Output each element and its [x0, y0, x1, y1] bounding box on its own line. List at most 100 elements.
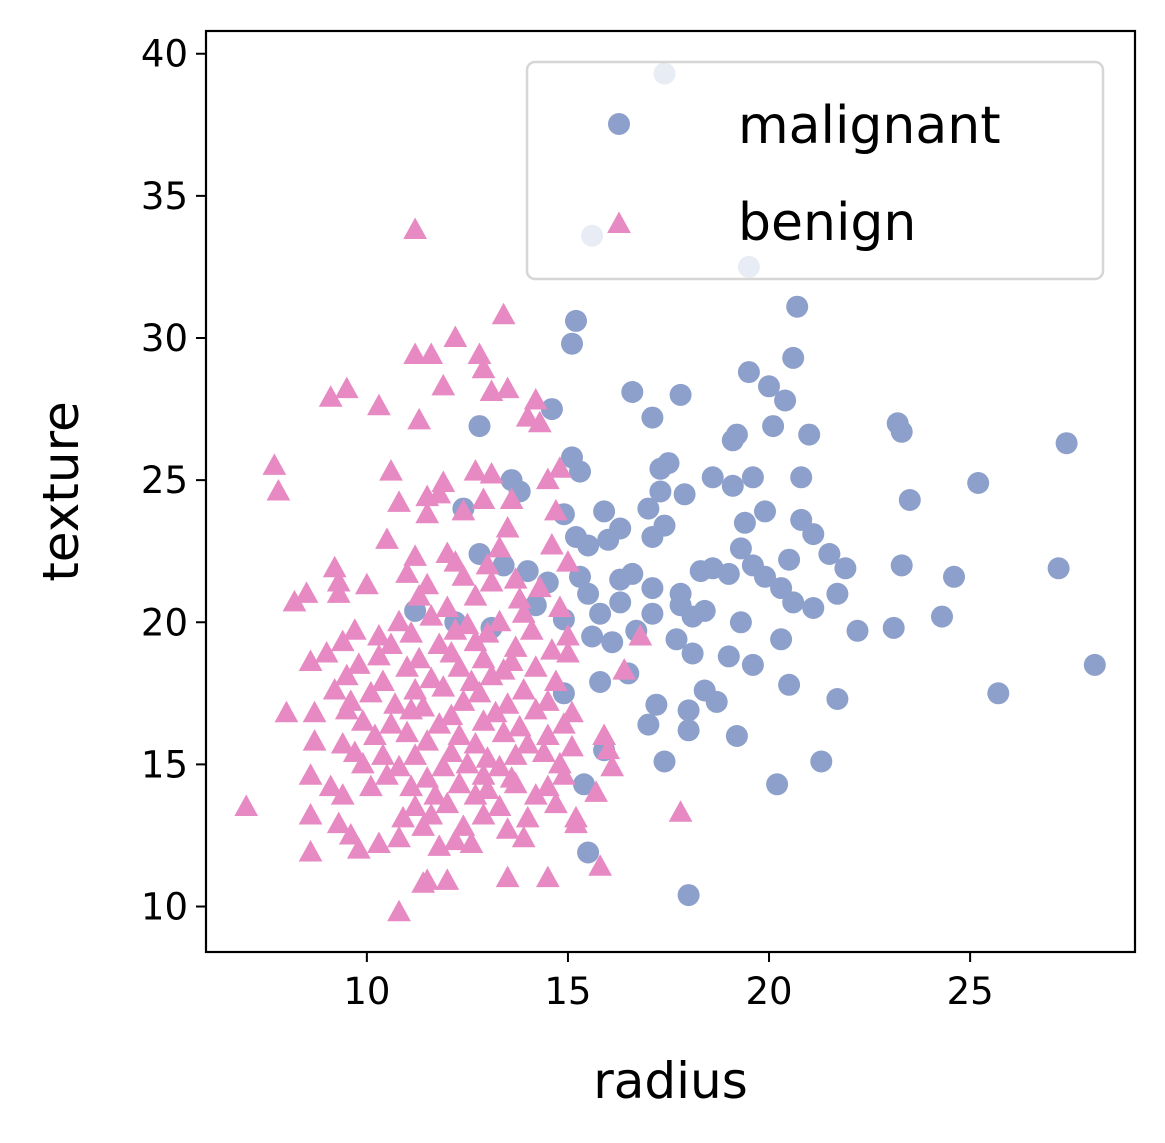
- x-tick-label: 15: [544, 970, 591, 1013]
- benign-point: [439, 740, 464, 763]
- malignant-point: [741, 466, 764, 489]
- malignant-point: [653, 514, 676, 537]
- benign-point: [403, 217, 428, 239]
- malignant-point: [802, 597, 825, 619]
- benign-point: [367, 831, 391, 853]
- benign-point: [451, 814, 476, 836]
- benign-point: [503, 743, 528, 765]
- legend-box: [525, 60, 1105, 281]
- benign-point: [471, 356, 496, 379]
- benign-point: [592, 723, 617, 745]
- malignant-point: [846, 619, 869, 642]
- malignant-point: [754, 500, 776, 523]
- benign-point: [415, 729, 440, 751]
- benign-point: [403, 544, 428, 566]
- malignant-point: [641, 577, 664, 600]
- benign-point: [282, 589, 307, 612]
- benign-point: [564, 811, 588, 834]
- y-tick-label: 15: [141, 743, 188, 786]
- malignant-point: [524, 594, 547, 617]
- benign-point: [475, 777, 500, 799]
- benign-point: [535, 774, 560, 797]
- benign-point: [447, 655, 472, 677]
- benign-point: [491, 658, 516, 680]
- benign-point: [548, 456, 572, 478]
- benign-point: [322, 677, 347, 700]
- benign-point: [483, 700, 508, 723]
- benign-point: [419, 342, 444, 365]
- malignant-point: [593, 500, 616, 523]
- benign-point: [399, 774, 423, 797]
- benign-point: [326, 811, 351, 834]
- malignant-point: [778, 548, 801, 571]
- benign-point: [463, 459, 488, 481]
- benign-point: [584, 780, 608, 802]
- benign-point: [451, 564, 476, 586]
- benign-point: [668, 800, 693, 822]
- benign-point: [411, 871, 436, 893]
- x-tick-label: 20: [745, 970, 792, 1013]
- benign-point: [403, 743, 428, 765]
- benign-point: [499, 487, 524, 510]
- benign-point: [503, 771, 528, 794]
- malignant-point: [645, 693, 668, 716]
- malignant-point: [834, 557, 857, 580]
- benign-point: [330, 629, 355, 652]
- malignant-point: [516, 560, 539, 583]
- malignant-point: [786, 295, 809, 318]
- benign-point: [302, 700, 327, 723]
- benign-point: [588, 854, 612, 876]
- benign-point: [387, 490, 411, 512]
- malignant-point: [758, 375, 780, 398]
- benign-point: [475, 621, 500, 643]
- malignant-point: [725, 725, 748, 747]
- benign-point: [451, 498, 476, 521]
- malignant-point: [589, 671, 612, 693]
- benign-point: [334, 376, 359, 399]
- benign-point: [600, 754, 625, 777]
- malignant-point: [733, 511, 756, 534]
- benign-point: [487, 754, 512, 777]
- benign-point: [439, 703, 464, 726]
- benign-point: [523, 655, 548, 677]
- malignant-point: [882, 616, 905, 639]
- benign-point: [471, 763, 496, 785]
- benign-point: [447, 723, 472, 745]
- benign-point: [552, 712, 576, 734]
- benign-point: [527, 575, 552, 598]
- benign-point: [507, 714, 532, 737]
- malignant-point: [601, 631, 624, 654]
- malignant-point: [1055, 432, 1078, 455]
- benign-point: [443, 618, 468, 640]
- benign-point: [399, 697, 423, 720]
- benign-point: [330, 731, 355, 754]
- benign-point: [544, 669, 568, 691]
- legend-label-benign: benign: [738, 193, 916, 253]
- malignant-point: [653, 750, 676, 773]
- benign-point: [427, 632, 452, 654]
- benign-point: [318, 774, 343, 797]
- benign-point: [350, 709, 375, 731]
- benign-point: [556, 623, 580, 646]
- benign-point: [431, 373, 456, 396]
- benign-point: [419, 666, 444, 689]
- benign-point: [628, 623, 653, 646]
- benign-point: [274, 700, 299, 723]
- malignant-point: [774, 389, 797, 412]
- malignant-point: [621, 381, 644, 403]
- benign-point: [459, 831, 484, 853]
- malignant-point: [943, 565, 965, 588]
- malignant-point: [589, 602, 612, 625]
- malignant-point: [665, 628, 688, 651]
- malignant-point: [782, 591, 805, 614]
- benign-point: [527, 410, 552, 433]
- benign-point: [346, 837, 371, 859]
- benign-point: [415, 501, 440, 524]
- benign-point: [523, 388, 548, 410]
- malignant-point: [637, 497, 660, 520]
- benign-point: [560, 734, 584, 757]
- malignant-point: [717, 645, 740, 668]
- malignant-point: [721, 474, 744, 497]
- benign-point: [342, 618, 367, 640]
- malignant-point: [729, 611, 752, 634]
